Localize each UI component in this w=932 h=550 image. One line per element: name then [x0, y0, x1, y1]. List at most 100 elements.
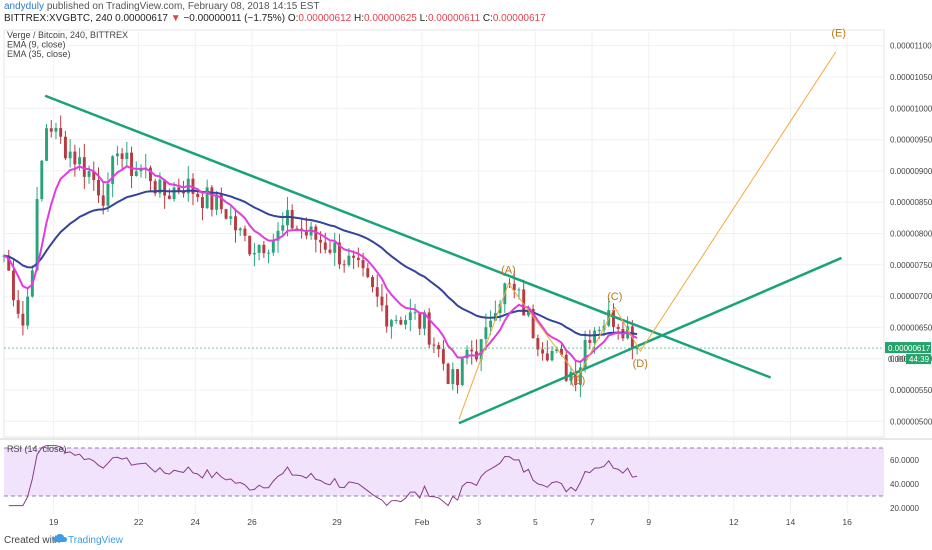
candle[interactable]	[375, 274, 379, 308]
candle[interactable]	[451, 362, 455, 391]
candle[interactable]	[106, 172, 110, 212]
candle[interactable]	[219, 187, 223, 214]
candle[interactable]	[352, 250, 356, 270]
candle[interactable]	[441, 340, 445, 371]
candle[interactable]	[26, 287, 30, 330]
candle[interactable]	[465, 345, 469, 365]
candle[interactable]	[408, 298, 412, 332]
candle[interactable]	[588, 329, 592, 350]
candle[interactable]	[267, 249, 271, 264]
candle[interactable]	[404, 315, 408, 330]
candle[interactable]	[224, 208, 228, 220]
candle[interactable]	[446, 362, 450, 385]
candle[interactable]	[456, 369, 460, 394]
candle[interactable]	[182, 180, 185, 198]
candle[interactable]	[200, 191, 204, 221]
candle[interactable]	[342, 259, 346, 273]
candle[interactable]	[574, 360, 578, 392]
candle[interactable]	[92, 161, 96, 191]
candle[interactable]	[418, 311, 422, 336]
candle[interactable]	[148, 165, 152, 191]
candle[interactable]	[541, 342, 545, 361]
candle[interactable]	[413, 303, 417, 320]
candle[interactable]	[300, 218, 304, 239]
candle[interactable]	[583, 330, 587, 373]
candle[interactable]	[489, 310, 493, 336]
candle[interactable]	[252, 242, 256, 267]
candle[interactable]	[186, 166, 190, 202]
candle[interactable]	[474, 339, 478, 362]
candle[interactable]	[73, 144, 77, 177]
candle[interactable]	[432, 337, 436, 353]
candle[interactable]	[210, 185, 214, 217]
candle[interactable]	[139, 164, 143, 178]
candle[interactable]	[120, 148, 124, 170]
candle[interactable]	[531, 304, 535, 339]
trendlines[interactable]	[44, 51, 842, 425]
candle[interactable]	[144, 153, 148, 179]
candles[interactable]	[2, 115, 639, 398]
candle[interactable]	[304, 217, 308, 240]
candle[interactable]	[498, 299, 502, 322]
candle[interactable]	[248, 235, 252, 257]
candle[interactable]	[545, 340, 549, 362]
candle[interactable]	[205, 179, 209, 210]
candle[interactable]	[97, 167, 100, 203]
candle[interactable]	[196, 191, 200, 202]
candle[interactable]	[257, 244, 261, 261]
candle[interactable]	[191, 173, 195, 206]
trendline-upper[interactable]	[44, 94, 772, 379]
candle[interactable]	[63, 130, 67, 160]
candle[interactable]	[115, 145, 119, 166]
candle[interactable]	[271, 233, 275, 256]
candle[interactable]	[238, 227, 242, 236]
candle[interactable]	[356, 247, 360, 268]
candle[interactable]	[512, 270, 516, 299]
candle[interactable]	[59, 115, 63, 144]
candle[interactable]	[229, 206, 233, 226]
candle[interactable]	[314, 224, 318, 253]
candle[interactable]	[385, 293, 389, 333]
candle[interactable]	[611, 303, 615, 333]
candle[interactable]	[68, 139, 72, 168]
candle[interactable]	[389, 319, 393, 339]
price-chart[interactable]: 0.00001100 0.00001050 0.00001000 0.00000950…	[0, 26, 932, 530]
candle[interactable]	[234, 208, 237, 243]
candle[interactable]	[522, 279, 526, 316]
candle[interactable]	[262, 240, 266, 258]
candle[interactable]	[49, 119, 53, 138]
candle[interactable]	[54, 122, 58, 140]
tradingview-brand[interactable]: TradingView	[68, 535, 124, 546]
candle[interactable]	[243, 225, 247, 242]
candle[interactable]	[281, 212, 285, 237]
candle[interactable]	[167, 188, 171, 200]
candle[interactable]	[427, 308, 431, 348]
candle[interactable]	[578, 360, 582, 398]
candle[interactable]	[550, 346, 554, 362]
candle[interactable]	[337, 234, 341, 269]
candle[interactable]	[328, 241, 332, 255]
candle[interactable]	[399, 316, 403, 326]
candle[interactable]	[479, 338, 483, 372]
candle[interactable]	[45, 124, 48, 162]
candle[interactable]	[460, 356, 464, 387]
candle[interactable]	[153, 178, 157, 197]
candle[interactable]	[163, 179, 167, 209]
candle[interactable]	[35, 186, 39, 272]
candle[interactable]	[394, 315, 398, 324]
candle[interactable]	[16, 289, 20, 319]
candle[interactable]	[508, 278, 511, 288]
candle[interactable]	[536, 334, 540, 357]
candle[interactable]	[371, 275, 374, 293]
candle[interactable]	[366, 262, 370, 279]
author-link[interactable]: andyduly	[4, 1, 45, 12]
candle[interactable]	[82, 143, 86, 190]
candle[interactable]	[125, 141, 129, 166]
wave-projection-line[interactable]	[458, 51, 837, 420]
candle[interactable]	[380, 283, 384, 312]
candle[interactable]	[470, 340, 474, 365]
trendline-lower[interactable]	[458, 256, 842, 425]
candle[interactable]	[437, 342, 441, 358]
candle[interactable]	[40, 159, 44, 202]
candle[interactable]	[21, 300, 25, 336]
